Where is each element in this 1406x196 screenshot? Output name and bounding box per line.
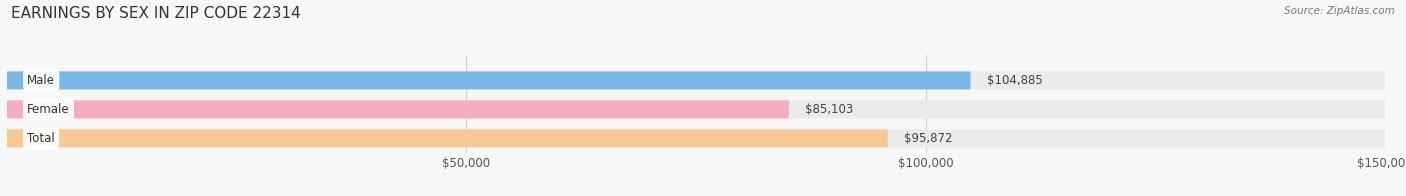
Text: $104,885: $104,885	[987, 74, 1043, 87]
Text: Male: Male	[27, 74, 55, 87]
FancyBboxPatch shape	[7, 129, 1385, 147]
Text: Total: Total	[27, 132, 55, 145]
Text: Female: Female	[27, 103, 70, 116]
Text: $95,872: $95,872	[904, 132, 953, 145]
FancyBboxPatch shape	[7, 71, 1385, 89]
FancyBboxPatch shape	[7, 71, 970, 89]
Text: $85,103: $85,103	[806, 103, 853, 116]
FancyBboxPatch shape	[7, 100, 789, 118]
FancyBboxPatch shape	[7, 129, 887, 147]
Text: Source: ZipAtlas.com: Source: ZipAtlas.com	[1284, 6, 1395, 16]
Text: EARNINGS BY SEX IN ZIP CODE 22314: EARNINGS BY SEX IN ZIP CODE 22314	[11, 6, 301, 21]
FancyBboxPatch shape	[7, 100, 1385, 118]
